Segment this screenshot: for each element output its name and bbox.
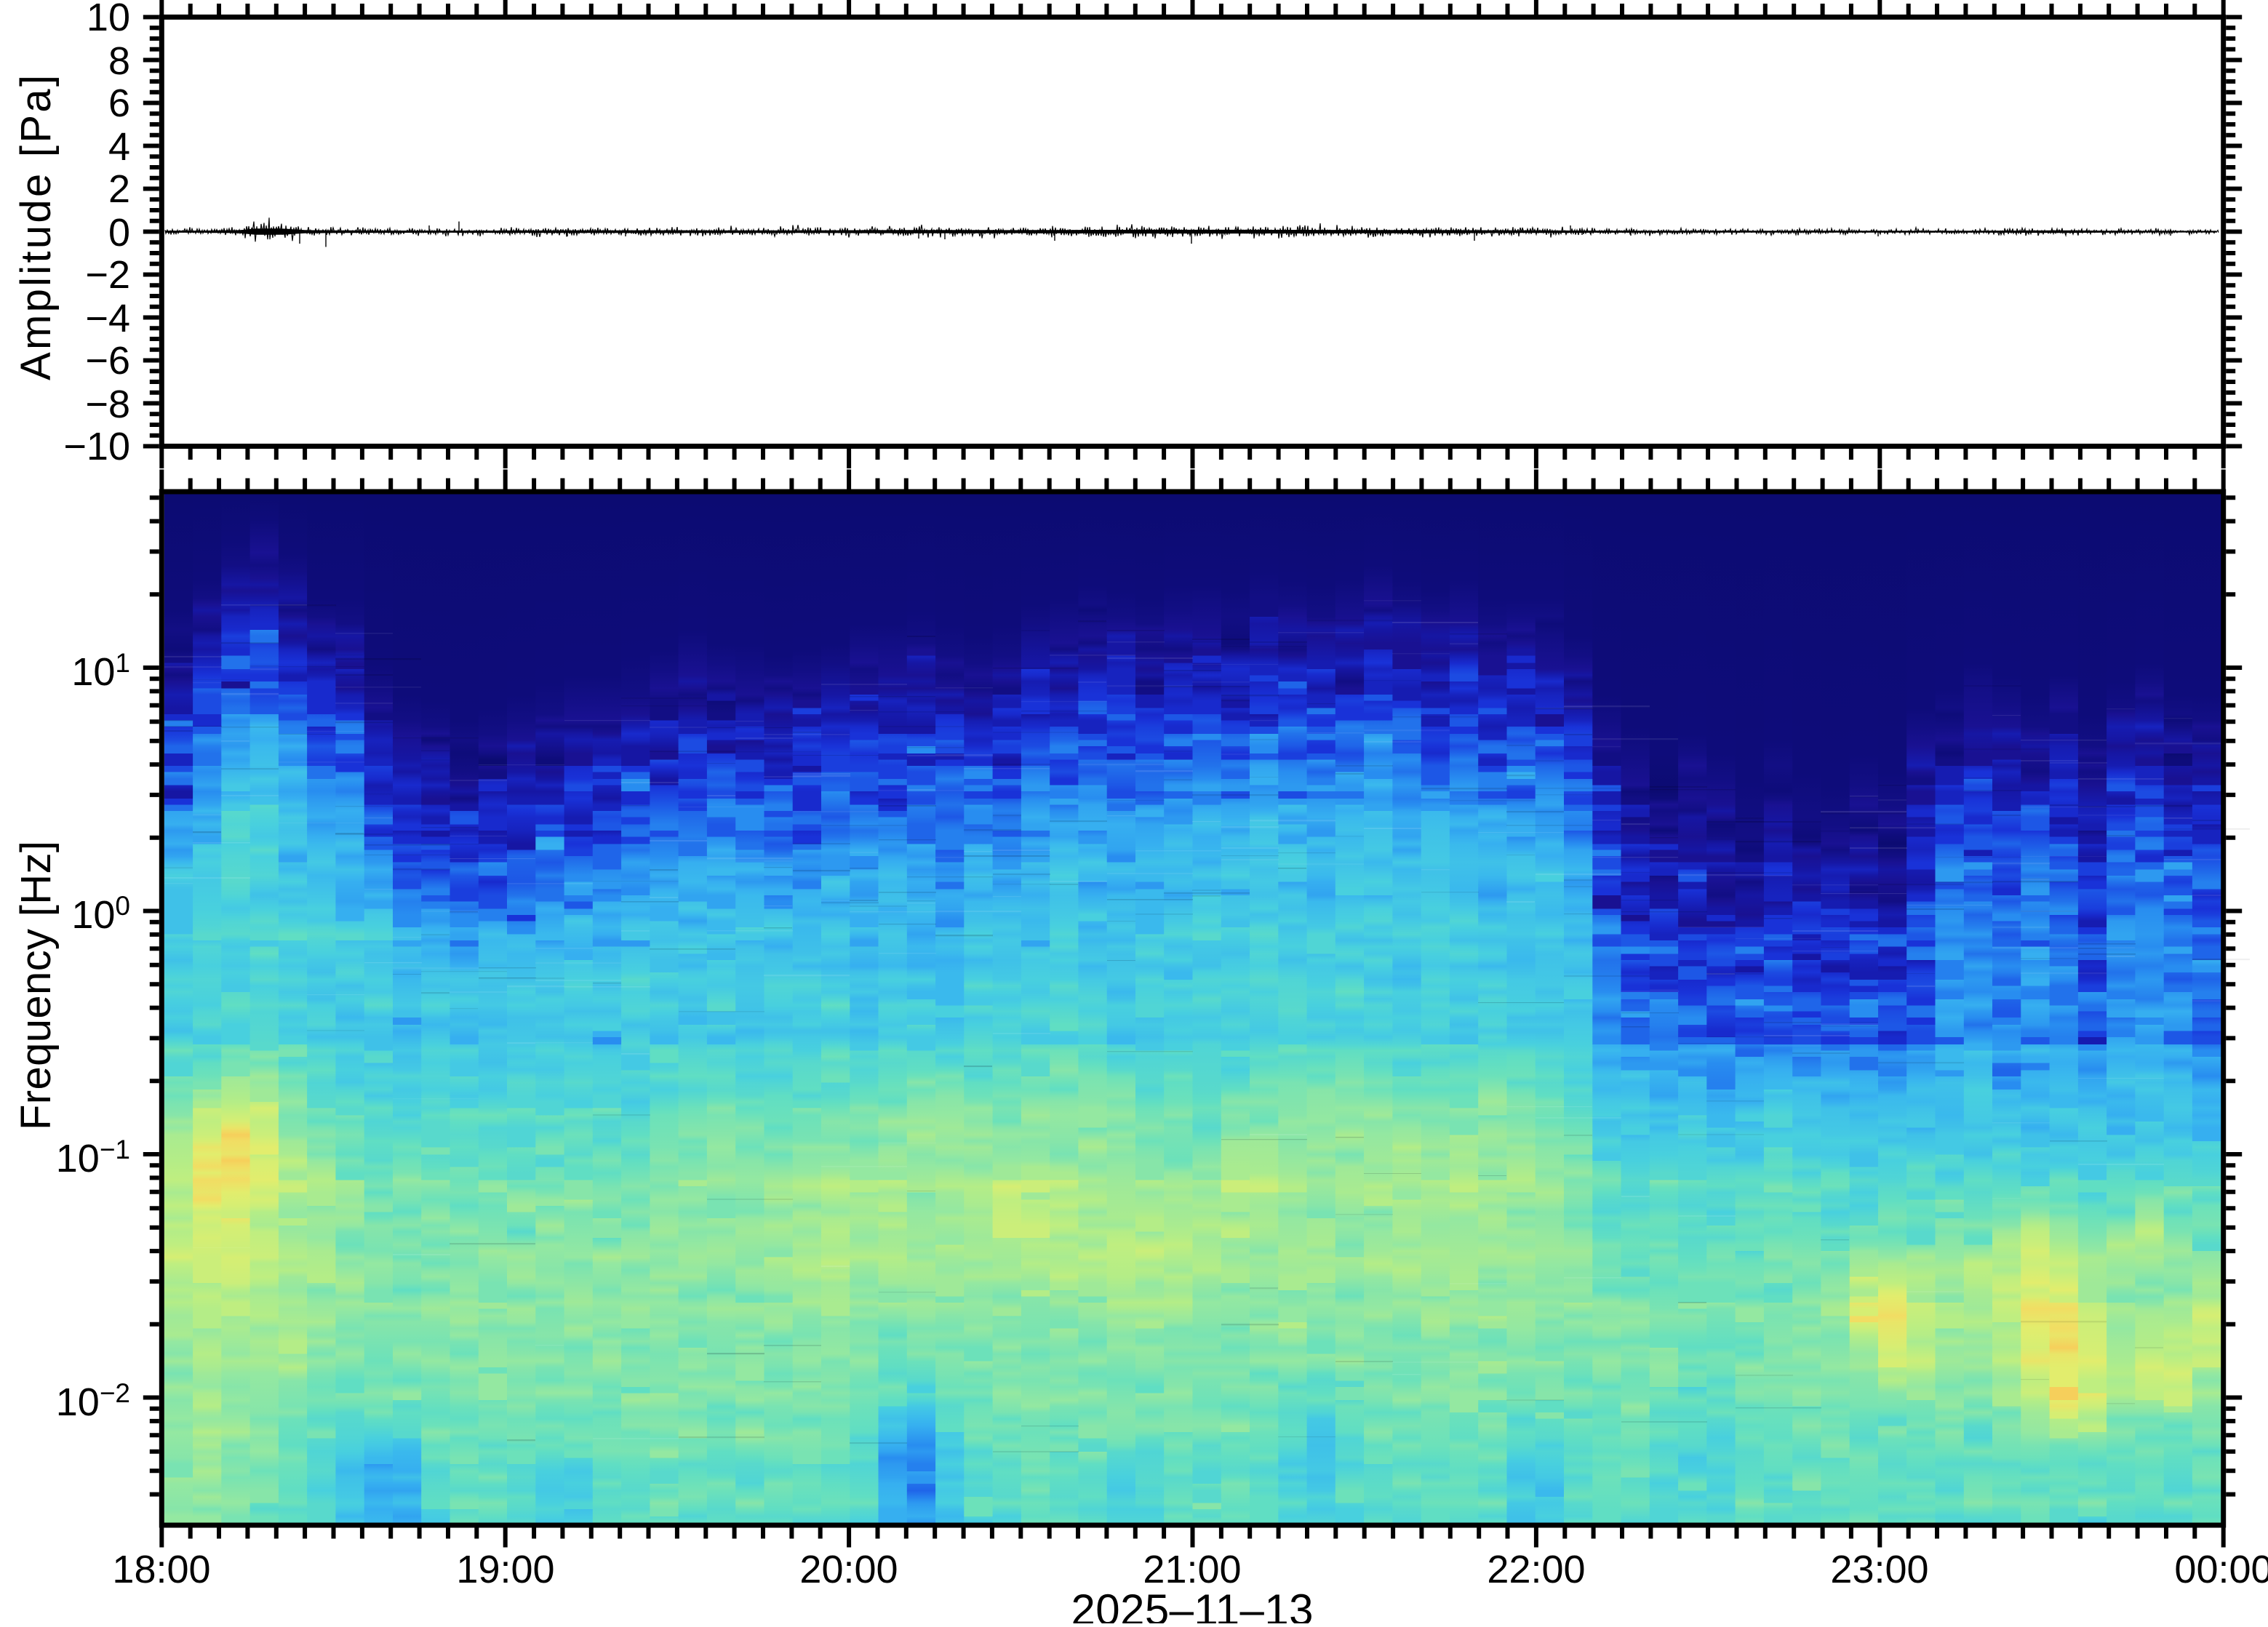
svg-text:−6: −6 <box>85 339 130 383</box>
svg-text:19:00: 19:00 <box>456 1548 554 1591</box>
svg-text:2: 2 <box>108 167 130 211</box>
svg-text:23:00: 23:00 <box>1830 1548 1928 1591</box>
svg-text:18:00: 18:00 <box>112 1548 210 1591</box>
svg-text:10−1: 10−1 <box>56 1135 130 1180</box>
svg-text:10: 10 <box>87 0 130 39</box>
svg-text:−10: −10 <box>63 425 130 468</box>
svg-text:6: 6 <box>108 81 130 125</box>
svg-text:−2: −2 <box>85 253 130 297</box>
svg-text:20:00: 20:00 <box>799 1548 898 1591</box>
svg-text:−8: −8 <box>85 383 130 426</box>
svg-text:−4: −4 <box>85 297 130 340</box>
svg-text:22:00: 22:00 <box>1487 1548 1585 1591</box>
svg-text:Frequency [Hz]: Frequency [Hz] <box>12 841 60 1130</box>
svg-text:Amplitude [Pa]: Amplitude [Pa] <box>12 75 60 380</box>
svg-text:21:00: 21:00 <box>1143 1548 1241 1591</box>
svg-text:4: 4 <box>108 125 130 169</box>
svg-text:8: 8 <box>108 39 130 83</box>
svg-text:00:00: 00:00 <box>2174 1548 2268 1591</box>
svg-text:2025–11–13: 2025–11–13 <box>1071 1586 1314 1623</box>
svg-text:101: 101 <box>71 648 130 694</box>
svg-text:0: 0 <box>108 211 130 255</box>
